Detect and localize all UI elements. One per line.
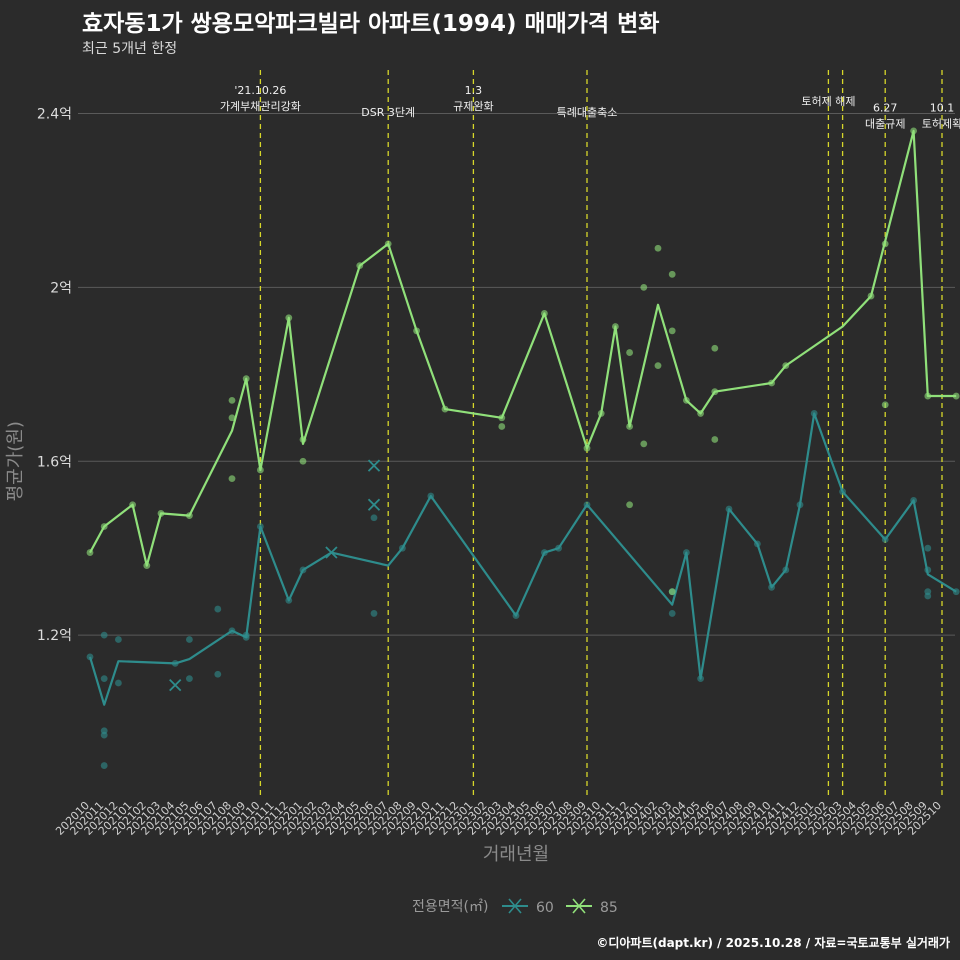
event-label: 규제완화 xyxy=(453,100,493,113)
y-tick-label: 2.4억 xyxy=(37,106,72,122)
y-tick-label: 1.2억 xyxy=(37,628,72,644)
legend-key-cross-85 xyxy=(572,898,586,914)
chart-subtitle: 최근 5개년 한정 xyxy=(82,41,178,57)
legend: 전용면적(㎡) 60 85 xyxy=(412,898,618,916)
y-axis-title: 평균가(원) xyxy=(5,421,26,501)
data-point-60 xyxy=(100,762,108,769)
data-point-85 xyxy=(626,349,633,356)
x-axis-title: 거래년월 xyxy=(483,844,549,865)
data-point-85 xyxy=(498,423,506,430)
event-label: 대출규제 xyxy=(865,118,905,131)
data-point-60 xyxy=(924,544,932,552)
source-caption: ©디아파트(dapt.kr) / 2025.10.28 / 자료=국토교통부 실… xyxy=(596,936,950,950)
event-label: 6.27 xyxy=(873,102,898,115)
event-label: DSR 3단계 xyxy=(361,106,415,119)
cross-marker-60 xyxy=(169,679,182,692)
y-tick-label: 2억 xyxy=(50,280,72,296)
data-point-85 xyxy=(668,327,676,335)
cross-marker-60 xyxy=(367,498,381,511)
data-point-85 xyxy=(626,501,633,509)
event-label: 토허제확 xyxy=(922,118,960,131)
legend-key-cross-60 xyxy=(508,898,522,914)
data-point-85 xyxy=(640,283,648,291)
data-point-60 xyxy=(214,670,222,678)
data-point-85 xyxy=(711,436,719,443)
legend-title: 전용면적(㎡) xyxy=(412,899,488,915)
data-point-85 xyxy=(881,401,889,409)
data-point-60 xyxy=(115,679,122,687)
data-point-85 xyxy=(668,588,676,596)
event-label: 1.3 xyxy=(465,84,483,97)
series-line-60 xyxy=(88,412,957,706)
legend-label-85: 85 xyxy=(600,900,618,916)
data-point-85 xyxy=(228,414,236,422)
event-label: 특례대출축소 xyxy=(557,106,618,119)
data-point-60 xyxy=(115,636,122,643)
event-label: 10.1 xyxy=(930,102,955,115)
data-point-60 xyxy=(100,675,108,683)
series-line-85 xyxy=(89,129,957,567)
legend-label-60: 60 xyxy=(536,900,554,916)
event-label: '21.10.26 xyxy=(234,84,286,97)
cross-marker-60 xyxy=(367,459,381,472)
data-point-85 xyxy=(228,475,236,483)
cross-marker-60 xyxy=(325,546,338,559)
event-label: 토허제 해제 xyxy=(801,94,855,108)
data-point-85 xyxy=(711,344,719,352)
data-point-60 xyxy=(186,675,193,683)
data-point-60 xyxy=(370,610,378,617)
data-point-85 xyxy=(654,362,662,370)
event-label: 가계부채관리강화 xyxy=(220,100,301,113)
y-tick-label: 1.6억 xyxy=(37,454,72,470)
data-point-60 xyxy=(186,636,193,643)
chart-title: 효자동1가 쌍용모악파크빌라 아파트(1994) 매매가격 변화 xyxy=(82,11,660,37)
data-point-85 xyxy=(654,244,662,252)
data-point-85 xyxy=(668,270,676,278)
data-point-85 xyxy=(299,457,307,465)
data-point-85 xyxy=(640,440,648,448)
data-point-60 xyxy=(214,605,222,613)
data-point-85 xyxy=(228,396,236,404)
data-point-60 xyxy=(86,653,94,661)
data-point-60 xyxy=(100,731,108,739)
data-point-60 xyxy=(924,592,932,600)
data-point-60 xyxy=(668,610,676,617)
data-point-60 xyxy=(370,514,378,522)
data-point-60 xyxy=(100,631,108,639)
